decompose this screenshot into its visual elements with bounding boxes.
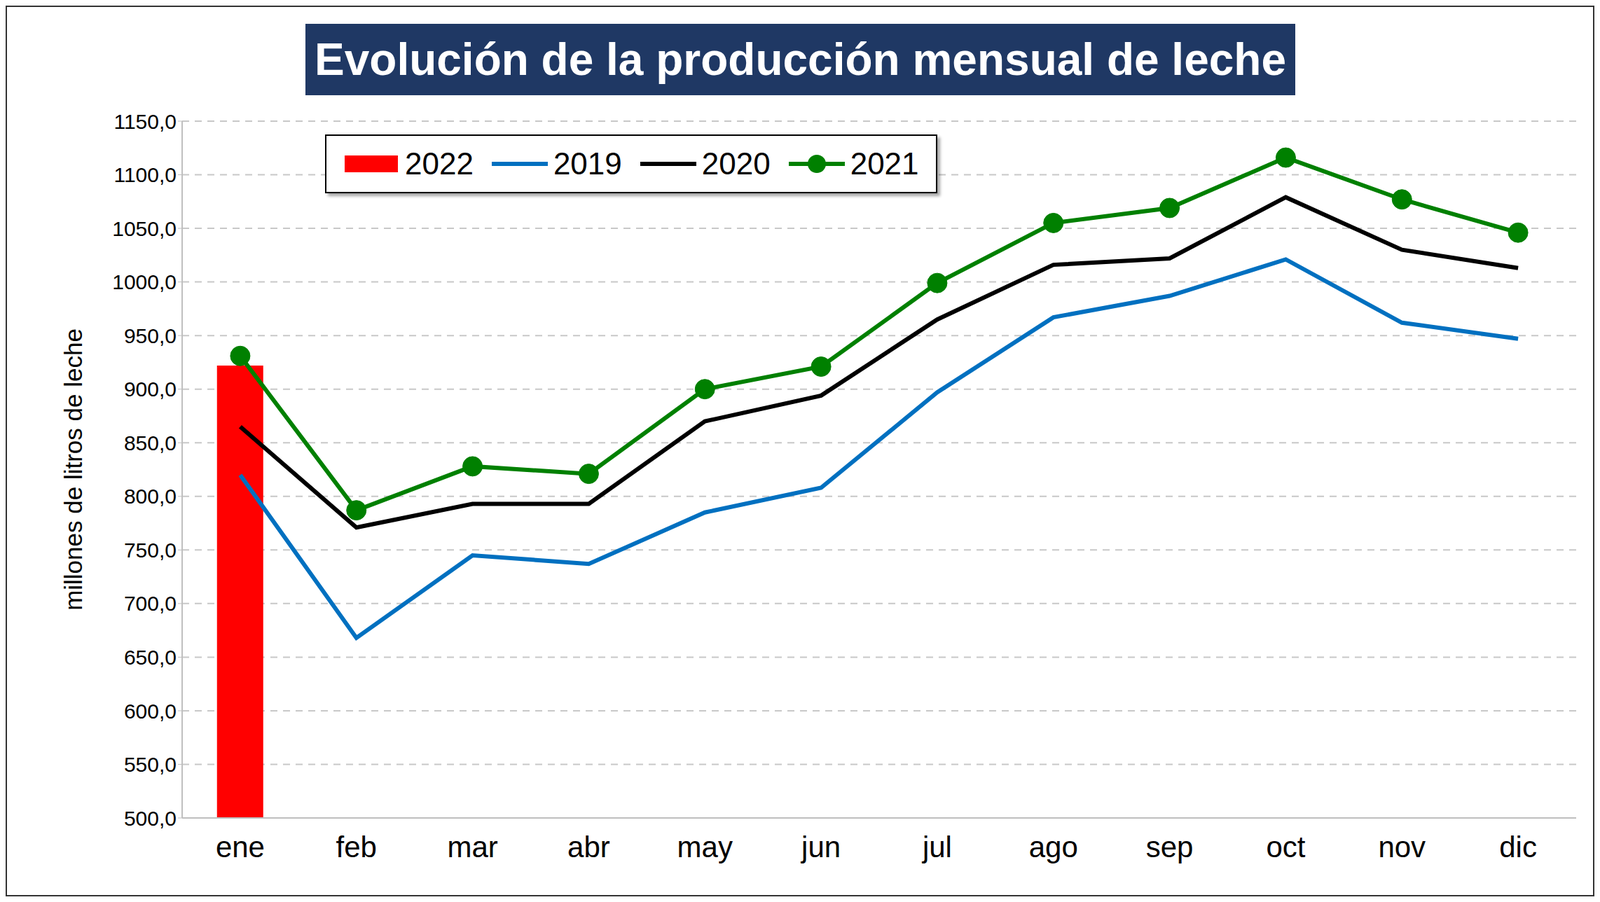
svg-text:ago: ago [1029, 830, 1079, 864]
svg-text:950,0: 950,0 [123, 324, 177, 348]
svg-text:abr: abr [567, 830, 611, 864]
svg-text:600,0: 600,0 [123, 699, 177, 723]
svg-text:850,0: 850,0 [123, 431, 177, 455]
svg-text:650,0: 650,0 [123, 645, 177, 670]
svg-text:oct: oct [1265, 830, 1306, 864]
svg-text:nov: nov [1377, 830, 1426, 864]
svg-text:ene: ene [215, 830, 265, 864]
html-text:Evolución de la producción men: Evolución de la producción mensual de le… [314, 34, 1287, 85]
svg-text:750,0: 750,0 [123, 538, 177, 562]
svg-text:900,0: 900,0 [123, 377, 177, 401]
svg-text:jul: jul [921, 830, 953, 864]
svg-text:800,0: 800,0 [123, 484, 177, 508]
svg-text:1150,0: 1150,0 [113, 109, 177, 134]
html-text:2021: 2021 [850, 146, 919, 181]
svg-text:may: may [677, 830, 733, 864]
svg-text:1000,0: 1000,0 [112, 270, 177, 294]
svg-text:millones de litros de leche: millones de litros de leche [59, 328, 87, 611]
svg-text:mar: mar [446, 830, 498, 864]
html-text:2020: 2020 [701, 146, 771, 181]
svg-text:feb: feb [336, 830, 377, 864]
html-text:2019: 2019 [553, 146, 622, 181]
svg-text:sep: sep [1146, 830, 1194, 864]
svg-text:550,0: 550,0 [123, 753, 177, 777]
svg-text:1050,0: 1050,0 [112, 217, 177, 241]
svg-text:500,0: 500,0 [123, 807, 177, 831]
svg-text:dic: dic [1499, 830, 1537, 864]
svg-text:700,0: 700,0 [123, 591, 177, 616]
svg-text:jun: jun [800, 830, 841, 864]
html-text:2022: 2022 [404, 146, 474, 181]
svg-text:1100,0: 1100,0 [113, 163, 177, 187]
